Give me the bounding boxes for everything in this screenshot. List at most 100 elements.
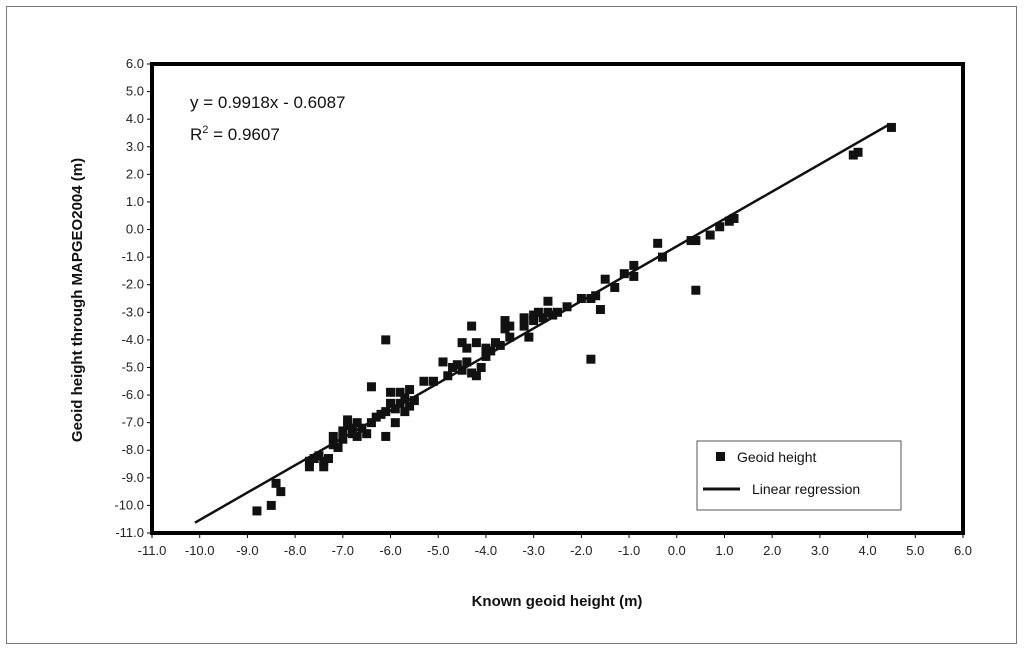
- data-point: [395, 387, 405, 397]
- x-tick-label: 0.0: [668, 543, 686, 558]
- data-point: [543, 296, 553, 306]
- y-tick-label: 1.0: [126, 194, 144, 209]
- data-point: [457, 338, 467, 348]
- data-point: [352, 431, 362, 441]
- data-point: [347, 423, 357, 433]
- data-point: [405, 401, 415, 411]
- data-point: [319, 456, 329, 466]
- legend-label-regression: Linear regression: [752, 481, 860, 497]
- data-point: [853, 147, 863, 157]
- data-point: [576, 294, 586, 303]
- x-tick-label: -2.0: [570, 543, 592, 558]
- y-tick-label: -7.0: [122, 415, 144, 430]
- data-point: [381, 335, 391, 345]
- legend-box: [696, 440, 902, 511]
- y-tick-label: 4.0: [126, 111, 144, 126]
- data-point: [338, 426, 348, 436]
- x-axis-ticks: -11.0 -10.0 -9.0 -8.0 -7.0 -6.0 -5.0 -4.0 -3.0 -2…: [138, 533, 972, 558]
- data-point: [600, 274, 610, 284]
- data-point: [481, 343, 491, 353]
- data-point: [529, 316, 539, 326]
- x-tick-label: -8.0: [284, 543, 306, 558]
- data-point: [519, 321, 529, 331]
- data-point: [438, 357, 448, 367]
- data-point: [309, 454, 319, 464]
- x-tick-label: -9.0: [236, 543, 258, 558]
- data-point: [553, 307, 562, 317]
- y-tick-label: 2.0: [126, 166, 144, 181]
- data-point: [371, 412, 381, 422]
- data-point: [548, 310, 558, 320]
- regression-line: [194, 123, 890, 524]
- y-tick-label: -10.0: [114, 497, 144, 512]
- x-tick-label: -10.0: [185, 543, 215, 558]
- data-point: [591, 291, 601, 301]
- r-squared-value: = 0.9607: [208, 125, 279, 144]
- data-point: [252, 506, 262, 516]
- data-point: [314, 451, 324, 461]
- data-point: [304, 462, 314, 472]
- data-point: [724, 216, 734, 226]
- data-point: [448, 362, 458, 372]
- x-tick-label: 2.0: [763, 543, 781, 558]
- plot-area-border: [150, 62, 965, 535]
- data-point: [409, 396, 419, 406]
- data-point: [467, 368, 477, 378]
- data-point: [276, 487, 286, 497]
- data-point: [386, 387, 396, 397]
- x-axis-title: Known geoid height (m): [472, 593, 643, 610]
- x-tick-label: -11.0: [138, 543, 167, 558]
- x-tick-label: 5.0: [906, 543, 924, 558]
- data-point: [400, 393, 410, 403]
- data-point: [490, 338, 500, 348]
- data-point: [848, 150, 858, 160]
- data-point: [729, 213, 739, 223]
- data-point: [471, 338, 481, 348]
- data-point: [533, 307, 543, 317]
- data-point: [686, 236, 696, 246]
- data-point: [333, 442, 343, 452]
- data-point: [362, 429, 372, 439]
- y-tick-label: -5.0: [122, 359, 144, 374]
- y-tick-label: 3.0: [126, 139, 144, 154]
- data-point: [691, 236, 701, 246]
- data-point: [467, 321, 477, 331]
- data-point: [691, 285, 701, 295]
- y-tick-label: -9.0: [122, 470, 144, 485]
- r-squared-superscript: 2: [202, 124, 208, 136]
- data-point: [386, 398, 396, 408]
- data-point: [705, 230, 715, 240]
- y-tick-label: -2.0: [122, 277, 144, 292]
- data-point: [343, 420, 353, 430]
- data-point: [653, 238, 663, 248]
- data-point: [715, 222, 725, 232]
- data-point: [390, 418, 400, 428]
- outer-frame: [6, 6, 1017, 644]
- r-squared-prefix: R: [190, 125, 202, 144]
- data-point: [381, 407, 391, 417]
- data-point: [500, 316, 510, 326]
- scatter-points: [194, 122, 896, 524]
- y-tick-label: -6.0: [122, 387, 144, 402]
- data-point: [543, 307, 553, 317]
- data-point: [486, 346, 496, 356]
- r-squared-label: R2 = 0.9607: [190, 124, 280, 144]
- data-point: [352, 418, 362, 428]
- regression-equation: y = 0.9918x - 0.6087: [190, 93, 345, 112]
- x-tick-label: -4.0: [475, 543, 497, 558]
- y-axis-ticks: -11.0 -10.0 -9.0 -8.0 -7.0 -6.0 -5.0 -4.0 -3.0 -2…: [114, 56, 152, 540]
- data-point: [629, 271, 639, 281]
- data-point: [324, 454, 334, 464]
- data-point: [519, 313, 529, 323]
- y-axis-title: Geoid height through MAPGEO2004 (m): [69, 158, 86, 442]
- data-point: [405, 385, 415, 395]
- data-point: [319, 462, 329, 472]
- data-point: [610, 282, 620, 292]
- legend-label-scatter: Geoid height: [737, 449, 817, 465]
- data-point: [586, 354, 596, 364]
- data-point: [452, 360, 462, 370]
- data-point: [376, 409, 386, 419]
- data-point: [443, 371, 453, 381]
- data-point: [886, 122, 896, 132]
- data-point: [562, 302, 572, 312]
